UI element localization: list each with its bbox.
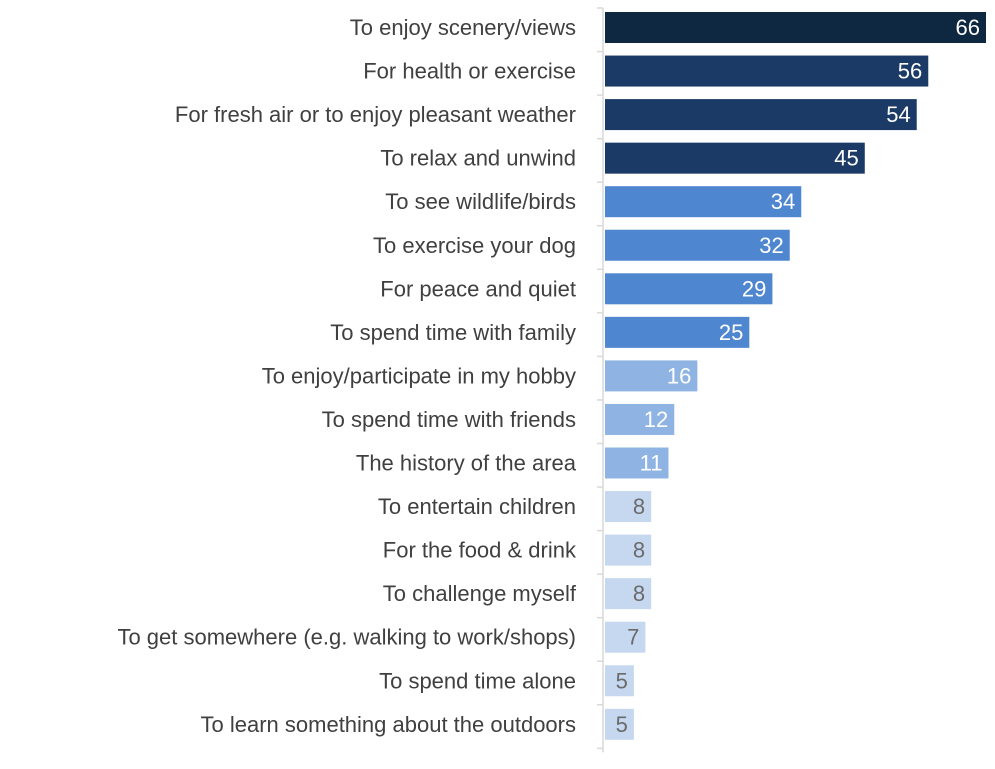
bar [605, 491, 652, 523]
category-label: For fresh air or to enjoy pleasant weath… [175, 102, 576, 127]
data-label: 5 [616, 668, 628, 693]
bar [605, 578, 652, 610]
bar [605, 316, 750, 348]
category-label: The history of the area [356, 451, 577, 476]
category-label: To challenge myself [383, 581, 577, 606]
data-label: 11 [640, 451, 663, 476]
data-label: 32 [759, 233, 783, 258]
data-label: 29 [742, 276, 766, 301]
data-label: 8 [633, 538, 645, 563]
category-label: For peace and quiet [380, 276, 576, 301]
data-label: 66 [956, 15, 980, 40]
category-label: To see wildlife/birds [385, 189, 576, 214]
data-label: 45 [834, 146, 858, 171]
bar [605, 360, 698, 392]
bar [605, 229, 790, 261]
data-label: 8 [633, 494, 645, 519]
bar [605, 273, 773, 305]
bar [605, 142, 865, 174]
bar [605, 55, 929, 87]
bar [605, 534, 652, 566]
category-label: To spend time with friends [322, 407, 576, 432]
category-label: To relax and unwind [380, 146, 576, 171]
bar [605, 186, 802, 218]
category-label: To enjoy/participate in my hobby [262, 363, 576, 388]
data-label: 56 [898, 59, 922, 84]
bar [605, 665, 634, 697]
data-label: 8 [633, 581, 645, 606]
data-label: 25 [719, 320, 743, 345]
category-label: For health or exercise [363, 59, 576, 84]
category-label: To entertain children [378, 494, 576, 519]
category-label: To learn something about the outdoors [201, 712, 576, 737]
data-label: 16 [667, 363, 691, 388]
bar [605, 708, 634, 740]
category-label: To spend time with family [330, 320, 576, 345]
data-label: 54 [886, 102, 910, 127]
category-label: To exercise your dog [373, 233, 576, 258]
data-label: 12 [644, 407, 668, 432]
category-label: To get somewhere (e.g. walking to work/s… [117, 625, 576, 650]
bar [605, 12, 986, 43]
bar [605, 621, 646, 653]
bar [605, 447, 669, 479]
category-label: To spend time alone [379, 668, 576, 693]
bar [605, 403, 675, 435]
data-label: 5 [616, 712, 628, 737]
data-label: 34 [771, 189, 795, 214]
category-label: To enjoy scenery/views [350, 15, 576, 40]
data-label: 7 [627, 625, 639, 650]
bar [605, 99, 917, 131]
category-label: For the food & drink [383, 538, 577, 563]
